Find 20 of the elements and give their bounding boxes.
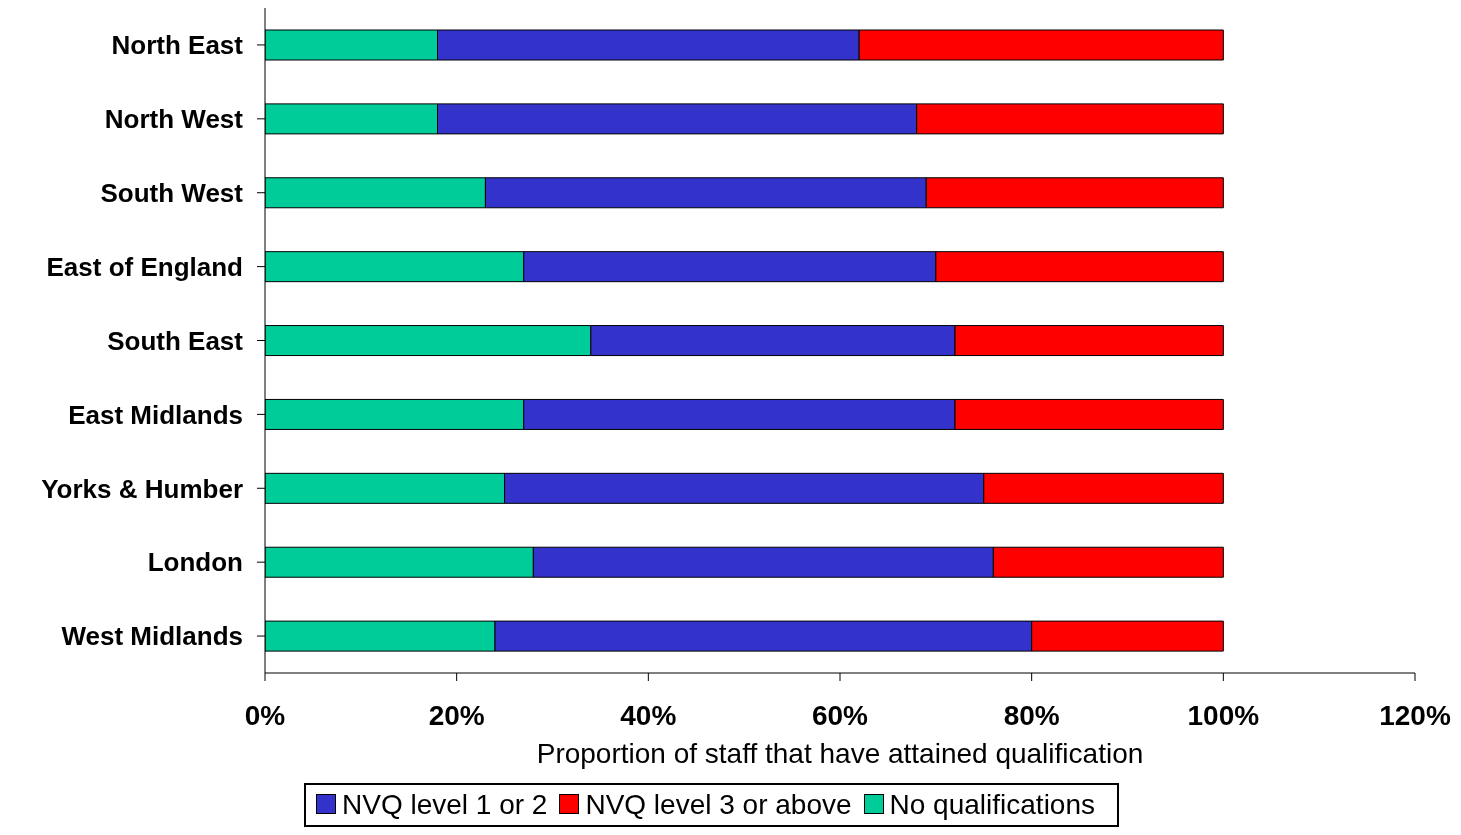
x-tick-label: 20%	[428, 699, 485, 731]
x-tick-label: 60%	[811, 699, 869, 731]
y-tick-label: East Midlands	[68, 399, 243, 430]
x-tick-label: 100%	[1187, 699, 1260, 731]
x-tick-label: 120%	[1379, 699, 1451, 731]
y-tick-label: North East	[111, 30, 244, 61]
y-tick-label: South West	[100, 177, 244, 208]
y-tick-label: London	[147, 547, 243, 578]
y-tick-label: North West	[104, 104, 244, 135]
x-tick-label: 0%	[244, 699, 286, 731]
legend-label: NVQ level 1 or 2	[341, 789, 548, 820]
x-tick-label: 80%	[1003, 699, 1060, 731]
legend-label: No qualifications	[888, 789, 1095, 820]
y-tick-label: Yorks & Humber	[41, 473, 243, 504]
y-tick-label: East of England	[46, 251, 243, 282]
y-tick-label: South East	[107, 325, 244, 356]
x-axis-title: Proportion of staff that have attained qualification	[536, 738, 1144, 769]
y-tick-label: West Midlands	[61, 621, 243, 652]
x-tick-label: 40%	[620, 699, 677, 731]
legend-label: NVQ level 3 or above	[584, 789, 852, 820]
